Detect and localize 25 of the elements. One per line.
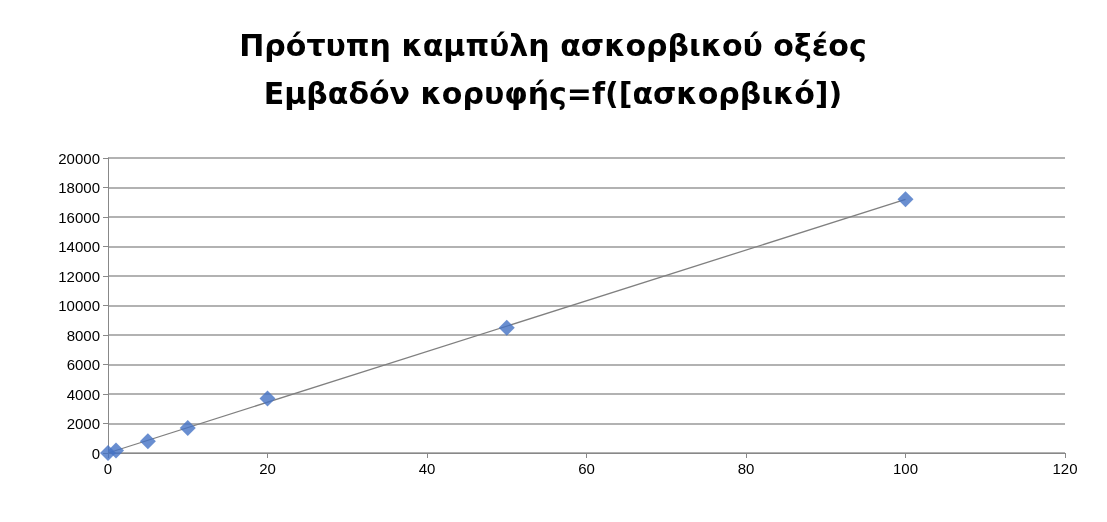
- y-tick-label: 6000: [66, 356, 100, 373]
- y-tick-label: 12000: [58, 267, 100, 285]
- point: [107, 442, 124, 459]
- y-tick-label: 14000: [58, 238, 100, 255]
- chart-title: Πρότυπη καμπύλη ασκορβικού οξέος Εμβαδόν κορυφής=f([ασκορβικό]): [239, 27, 867, 111]
- y-tick-label: 8000: [66, 326, 100, 344]
- x-tick-label: 0: [103, 460, 113, 477]
- y-tick-label: 2000: [66, 415, 100, 432]
- y-tick-label: 18000: [58, 179, 100, 196]
- x-tick-label: 120: [1052, 460, 1078, 477]
- point: [139, 433, 156, 450]
- x-tick-label: 100: [892, 460, 919, 477]
- y-tick-label: 20000: [58, 149, 100, 167]
- x-tick-label: 80: [737, 460, 755, 477]
- y-tick-label: 10000: [58, 297, 100, 314]
- point: [259, 390, 276, 407]
- y-tick-label: 4000: [66, 385, 100, 403]
- point: [897, 191, 914, 208]
- x-tick-label: 60: [578, 460, 595, 477]
- y-tick-label: 0: [91, 444, 100, 462]
- point: [179, 419, 196, 436]
- x-tick-label: 20: [259, 460, 276, 477]
- point: [498, 319, 515, 336]
- y-tick-label: 16000: [58, 208, 100, 226]
- x-tick-label: 40: [418, 460, 436, 477]
